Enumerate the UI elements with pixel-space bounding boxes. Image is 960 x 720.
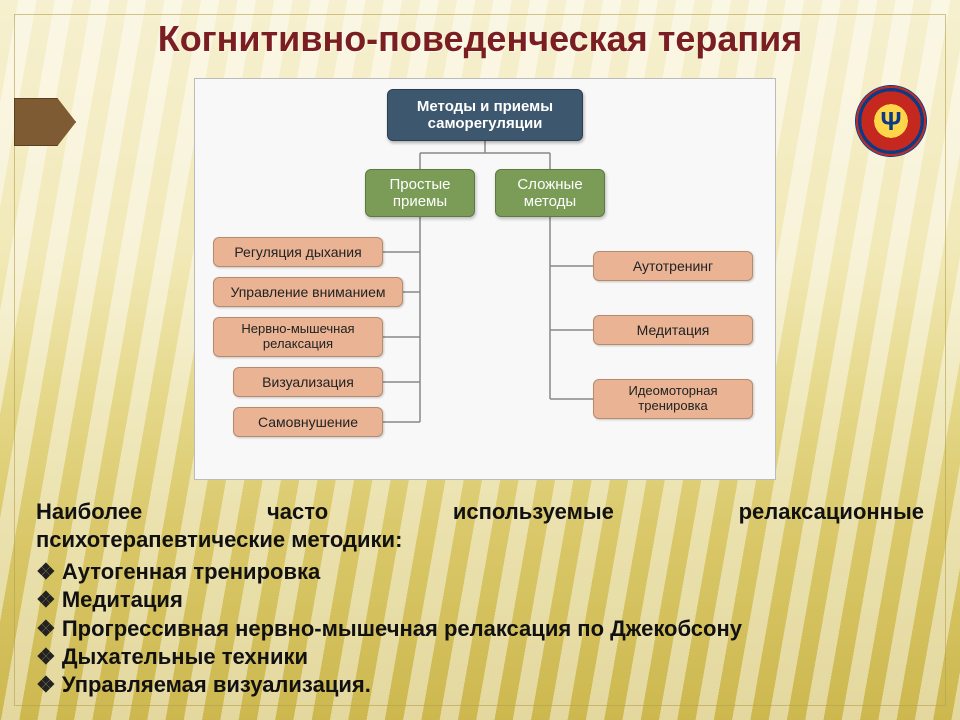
lead-line-2: психотерапевтические методики: <box>36 526 924 554</box>
slide: Когнитивно-поведенческая терапия Методы … <box>0 0 960 720</box>
bullet-item: Медитация <box>36 586 924 614</box>
emblem-icon: Ψ <box>856 86 926 156</box>
tree-category: Простые приемы <box>365 169 475 217</box>
lead-line-1: Наиболее часто используемые релаксационн… <box>36 498 924 526</box>
tree-leaf-right: Аутотренинг <box>593 251 753 281</box>
bullet-item: Прогрессивная нервно-мышечная релаксация… <box>36 615 924 643</box>
tree-category: Сложные методы <box>495 169 605 217</box>
tree-leaf-left: Регуляция дыхания <box>213 237 383 267</box>
chart-panel: Методы и приемы саморегуляции Простые при… <box>194 78 776 480</box>
bullet-list: Аутогенная тренировкаМедитацияПрогрессив… <box>36 558 924 699</box>
body-text: Наиболее часто используемые релаксационн… <box>36 498 924 699</box>
emblem-glyph: Ψ <box>880 106 901 137</box>
tree-leaf-right: Идеомоторная тренировка <box>593 379 753 419</box>
tree-leaf-left: Визуализация <box>233 367 383 397</box>
slide-title: Когнитивно-поведенческая терапия <box>0 18 960 60</box>
tree-leaf-left: Самовнушение <box>233 407 383 437</box>
bullet-item: Дыхательные техники <box>36 643 924 671</box>
tree-leaf-right: Медитация <box>593 315 753 345</box>
tree-leaf-left: Нервно-мышечная релаксация <box>213 317 383 357</box>
bullet-item: Управляемая визуализация. <box>36 671 924 699</box>
tree-leaf-left: Управление вниманием <box>213 277 403 307</box>
bullet-item: Аутогенная тренировка <box>36 558 924 586</box>
tree-root: Методы и приемы саморегуляции <box>387 89 583 141</box>
